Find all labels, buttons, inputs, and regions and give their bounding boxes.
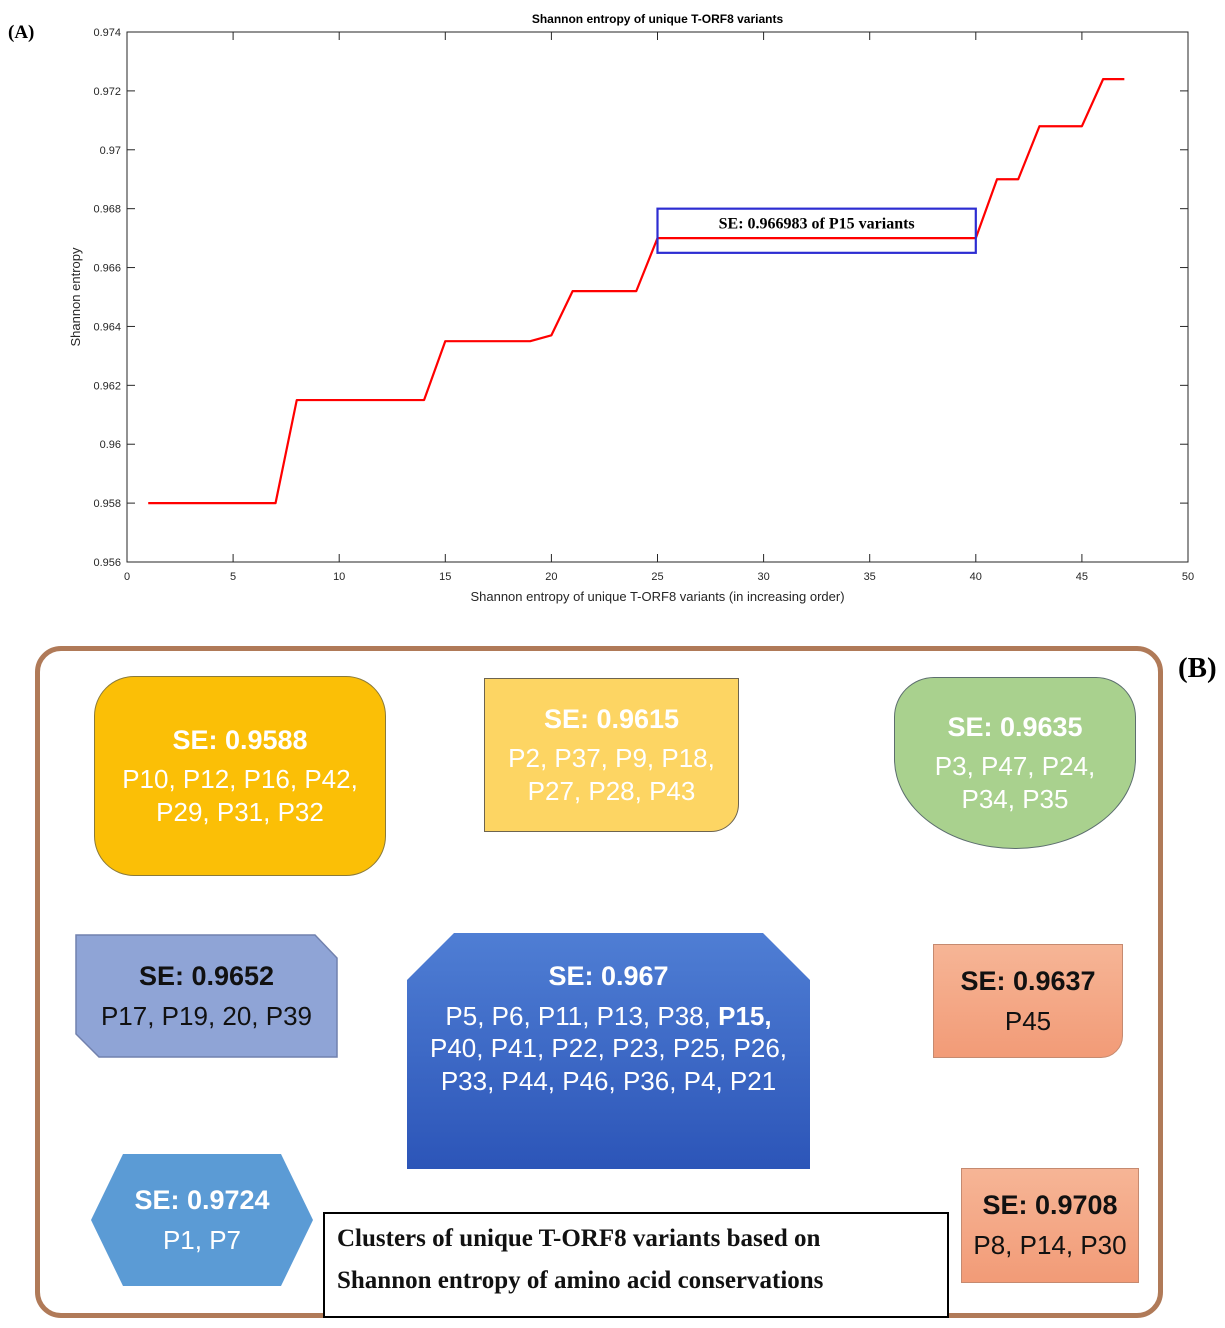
x-tick-label: 30 [757,571,769,583]
cluster-se-value: SE: 0.9724 [134,1184,270,1215]
cluster-members: P8, P14, P30 [973,1230,1127,1261]
cluster-se-0-9652: SE: 0.9652 P17, P19, 20, P39 [75,934,338,1058]
x-tick-label: 40 [970,571,982,583]
y-tick-label: 0.97 [100,145,121,157]
x-tick-label: 45 [1076,571,1088,583]
cluster-se-value: SE: 0.9588 [172,724,308,755]
series-line [148,78,1125,505]
cluster-members: P45 [1004,1005,1052,1036]
cluster-se-0-9615: SE: 0.9615 P2, P37, P9, P18, P27, P28, P… [484,678,739,832]
cluster-members: P1, P7 [162,1224,242,1255]
caption-line-2: Shannon entropy of amino acid conservati… [337,1267,824,1294]
cluster-members: P17, P19, 20, P39 [100,1000,313,1031]
x-tick-label: 35 [864,571,876,583]
x-tick-label: 15 [439,571,451,583]
panel-b-caption: Clusters of unique T-ORF8 variants based… [323,1212,949,1318]
cluster-se-value: SE: 0.9637 [960,965,1096,996]
annotation-box [656,207,977,254]
x-tick-label: 10 [333,571,345,583]
panel-b-label: (B) [1178,652,1217,684]
y-tick-label: 0.964 [93,321,121,333]
entropy-line-chart: 0 5 10 15 20 25 30 35 40 45 50 0.956 0.958 0.96 0.962 0… [68,12,1194,604]
cluster-members-part: P40, P41, P22, P23, P25, P26, P33, P44, … [429,1033,788,1096]
cluster-members: P5, P6, P11, P13, P38, P15, P40, P41, P2… [406,1000,811,1098]
x-tick-label: 25 [651,571,663,583]
cluster-se-value: SE: 0.9708 [982,1190,1118,1221]
y-axis-label: Shannon entropy [68,247,83,347]
cluster-shape-0-9724 [91,1154,313,1286]
x-tick-label: 5 [230,571,236,583]
cluster-shape-0-967 [407,933,810,1169]
x-tick-label: 20 [545,571,557,583]
chart-title: Shannon entropy of unique T-ORF8 variant… [532,12,784,26]
cluster-se-value: SE: 0.9652 [138,960,275,991]
cluster-members: P3, P47, P24, P34, P35 [934,751,1096,814]
cluster-shape-0-9652 [75,934,338,1058]
cluster-se-0-9635: SE: 0.9635 P3, P47, P24, P34, P35 [894,677,1136,849]
cluster-members: P2, P37, P9, P18, P27, P28, P43 [508,743,715,806]
y-tick-label: 0.968 [93,204,121,216]
plot-area [126,31,1189,563]
x-tick-label: 0 [124,571,130,583]
y-tick-label: 0.974 [93,27,121,39]
cluster-se-value: SE: 0.9615 [543,703,680,734]
y-tick-label: 0.958 [93,498,121,510]
y-tick-label: 0.962 [93,380,121,392]
cluster-se-0-9637: SE: 0.9637 P45 [933,944,1123,1058]
y-tick-label: 0.966 [93,263,121,275]
x-axis-label: Shannon entropy of unique T-ORF8 variant… [470,589,844,604]
y-tick-label: 0.956 [93,557,121,569]
cluster-se-0-967: SE: 0.967 P5, P6, P11, P13, P38, P15, P4… [406,960,811,1160]
annotation-label: SE: 0.966983 of P15 variants [719,216,915,233]
cluster-se-0-9588: SE: 0.9588 P10, P12, P16, P42, P29, P31,… [94,676,386,876]
y-tick-label: 0.972 [93,86,121,98]
x-tick-label: 50 [1182,571,1194,583]
cluster-members-part: P5, P6, P11, P13, P38, [445,1000,711,1031]
cluster-se-value: SE: 0.967 [548,961,669,991]
cluster-se-value: SE: 0.9635 [947,711,1083,742]
highlighted-member: P15, [718,1000,772,1031]
caption-line-1: Clusters of unique T-ORF8 variants based… [337,1225,821,1252]
y-tick-label: 0.96 [100,439,121,451]
cluster-se-0-9724: SE: 0.9724 P1, P7 [90,1153,314,1287]
cluster-se-0-9708: SE: 0.9708 P8, P14, P30 [961,1168,1139,1283]
panel-a-label: (A) [8,22,35,43]
cluster-members: P10, P12, P16, P42, P29, P31, P32 [122,764,358,827]
